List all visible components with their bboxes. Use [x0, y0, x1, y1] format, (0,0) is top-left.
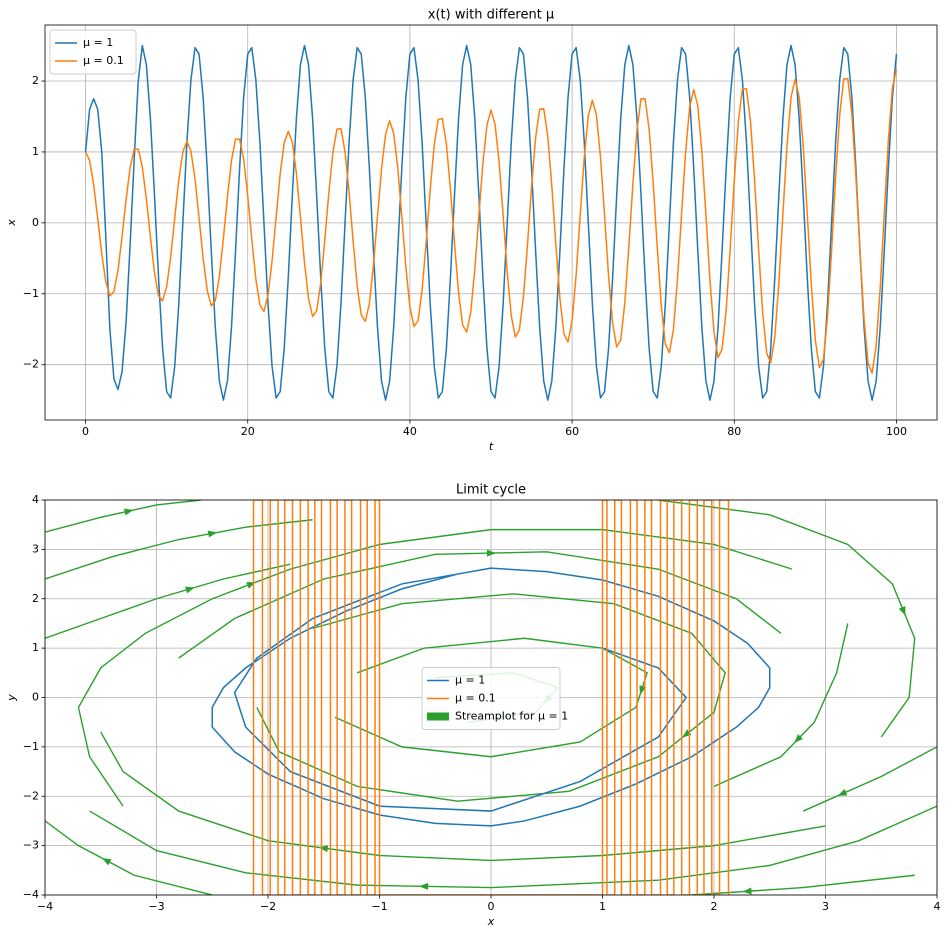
x-axis-label: x [487, 915, 495, 928]
y-tick-label: 1 [32, 641, 39, 654]
x-tick-label: −1 [371, 900, 387, 913]
legend-label: μ = 0.1 [83, 54, 124, 67]
x-tick-label: −4 [37, 900, 53, 913]
x-tick-label: 20 [241, 425, 255, 438]
y-tick-label: 4 [32, 493, 39, 506]
chart-title: x(t) with different μ [428, 8, 554, 23]
legend-label: μ = 1 [455, 674, 485, 687]
streamline [658, 500, 916, 738]
legend: μ = 1 μ = 0.1 [49, 29, 137, 75]
x-tick-label: −3 [148, 900, 164, 913]
stream-arrow [898, 606, 906, 616]
plot-area [45, 500, 937, 895]
legend-box [421, 667, 561, 730]
stream-arrow [742, 887, 752, 895]
trajectory [211, 567, 771, 827]
streamline [45, 519, 313, 580]
x-tick-label: −2 [260, 900, 276, 913]
x-tick-label: 60 [565, 425, 579, 438]
x-tick-label: 0 [82, 425, 89, 438]
x-axis-label: t [489, 440, 494, 453]
y-tick-label: −2 [23, 358, 39, 371]
y-tick-label: −1 [23, 740, 39, 753]
stream-arrow [837, 788, 848, 796]
streamline [713, 623, 849, 788]
line-series [84, 68, 898, 374]
y-axis-label: y [5, 694, 18, 702]
stream-arrow [486, 549, 496, 557]
x-tick-label: 2 [711, 900, 718, 913]
line-series [84, 44, 898, 401]
x-tick-label: 4 [934, 900, 941, 913]
y-tick-label: 1 [32, 145, 39, 158]
legend-box [49, 29, 137, 75]
x-tick-label: 0 [488, 900, 495, 913]
y-tick-label: −1 [23, 287, 39, 300]
plot-area [84, 44, 898, 401]
streamline [256, 593, 726, 802]
stream-arrow [794, 734, 803, 744]
axes: 0 20 40 60 80 100 −2 −1 0 1 2 x(t) with different μ… [5, 8, 938, 453]
stream-arrow [185, 586, 195, 594]
x-tick-label: 80 [727, 425, 741, 438]
y-tick-label: −3 [23, 839, 39, 852]
stream-arrow [123, 508, 134, 516]
y-tick-label: −2 [23, 789, 39, 802]
y-tick-label: 3 [32, 542, 39, 555]
streamline [802, 746, 937, 812]
axes: −4 −3 −2 −1 0 1 2 3 4 −4 −3 −2 −1 0 1 2 3 4 Limit cycle x y μ… [5, 483, 941, 929]
streamline [89, 805, 937, 889]
stream-arrow [419, 882, 429, 890]
legend-label: Streamplot for μ = 1 [455, 710, 568, 723]
x-tick-label: 40 [403, 425, 417, 438]
streamline [45, 563, 291, 639]
chart-title: Limit cycle [456, 483, 526, 498]
stream-arrow [101, 858, 112, 866]
stream-arrow [682, 729, 692, 738]
y-tick-label: 2 [32, 74, 39, 87]
legend-label: μ = 0.1 [455, 692, 496, 705]
y-tick-label: 0 [32, 216, 39, 229]
x-tick-label: 1 [599, 900, 606, 913]
legend-swatch [427, 712, 449, 721]
y-tick-label: −4 [23, 888, 39, 901]
stream-arrow [207, 530, 218, 538]
axes-frame [44, 499, 938, 896]
y-tick-label: 0 [32, 691, 39, 704]
y-axis-label: x [5, 219, 18, 227]
legend-label: μ = 1 [83, 36, 113, 49]
legend: μ = 1 μ = 0.1 Streamplot for μ = 1 [421, 667, 568, 730]
x-tick-label: 100 [886, 425, 907, 438]
axes-frame [44, 24, 938, 421]
x-tick-label: 3 [822, 900, 829, 913]
y-tick-label: 2 [32, 592, 39, 605]
